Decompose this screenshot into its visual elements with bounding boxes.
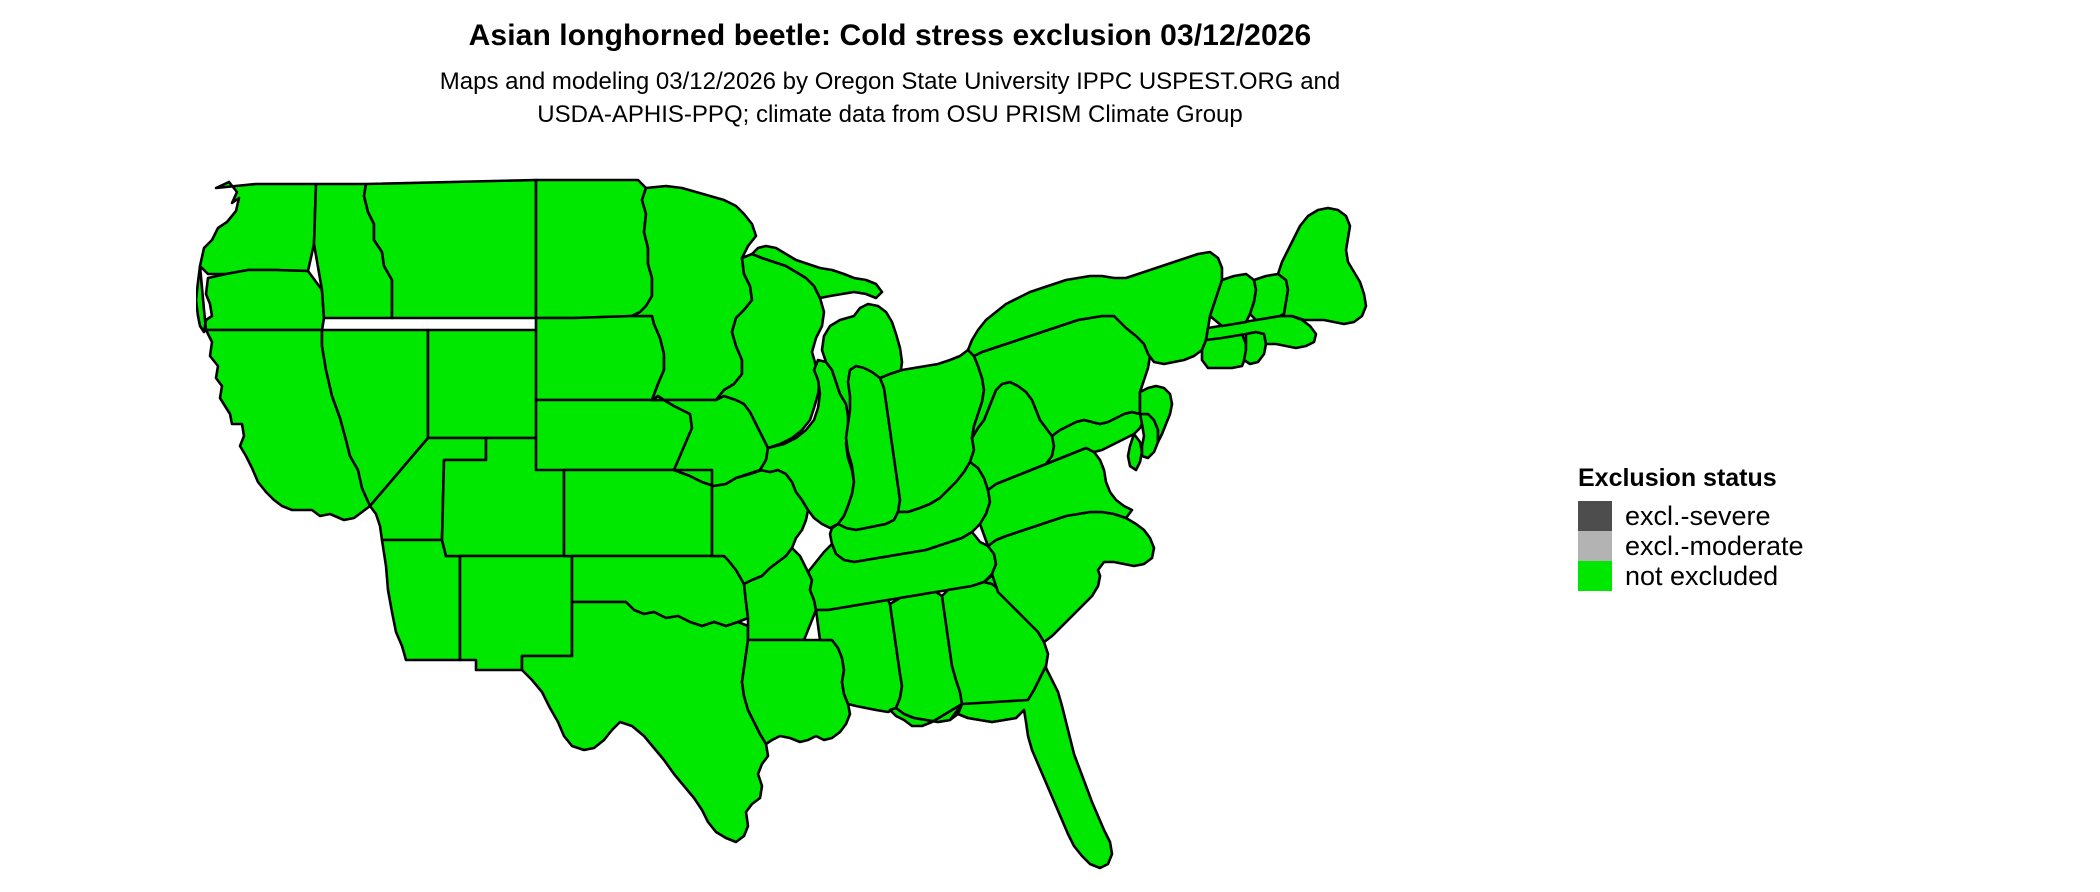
state-arizona xyxy=(380,538,462,662)
legend-item-excl-moderate[interactable]: excl.-moderate xyxy=(1578,531,1978,561)
state-north-dakota xyxy=(534,178,654,320)
legend-swatch-not-excluded xyxy=(1578,561,1612,591)
legend-item-not-excluded[interactable]: not excluded xyxy=(1578,561,1978,591)
state-missouri xyxy=(672,468,810,586)
state-louisiana xyxy=(740,638,852,746)
state-kansas xyxy=(562,468,714,558)
state-texas xyxy=(520,600,770,844)
state-oregon xyxy=(196,264,326,334)
legend-swatch-excl-moderate xyxy=(1578,531,1612,561)
legend-title: Exclusion status xyxy=(1578,464,1777,492)
state-florida xyxy=(888,664,1114,870)
page-subtitle: Maps and modeling 03/12/2026 by Oregon S… xyxy=(0,65,1780,131)
state-nebraska xyxy=(534,394,694,472)
subtitle-line-1: Maps and modeling 03/12/2026 by Oregon S… xyxy=(439,68,1341,95)
legend-label-not-excluded: not excluded xyxy=(1625,561,1779,591)
state-new-jersey xyxy=(1138,384,1174,444)
us-map xyxy=(196,170,1596,890)
state-south-dakota xyxy=(534,314,666,402)
subtitle-line-2: USDA-APHIS-PPQ; climate data from OSU PR… xyxy=(537,101,1243,128)
title-block: Asian longhorned beetle: Cold stress exc… xyxy=(0,18,1780,131)
legend-item-excl-severe[interactable]: excl.-severe xyxy=(1578,501,1978,531)
state-washington xyxy=(198,180,318,276)
state-new-hampshire xyxy=(1248,272,1290,322)
state-maine xyxy=(1276,206,1368,326)
legend: Exclusion status excl.-severe excl.-mode… xyxy=(1578,464,1978,591)
state-new-mexico xyxy=(458,554,574,672)
state-michigan-upper xyxy=(750,244,884,300)
legend-label-excl-severe: excl.-severe xyxy=(1625,501,1771,531)
legend-label-excl-moderate: excl.-moderate xyxy=(1625,531,1804,561)
legend-items: excl.-severe excl.-moderate not excluded xyxy=(1578,501,1978,591)
state-shapes-group xyxy=(196,178,1368,870)
legend-swatch-excl-severe xyxy=(1578,501,1612,531)
state-rhode-island xyxy=(1242,330,1268,366)
state-new-york xyxy=(966,250,1224,366)
page-title: Asian longhorned beetle: Cold stress exc… xyxy=(468,19,1312,52)
us-map-svg xyxy=(196,178,1368,870)
state-illinois xyxy=(758,358,856,530)
